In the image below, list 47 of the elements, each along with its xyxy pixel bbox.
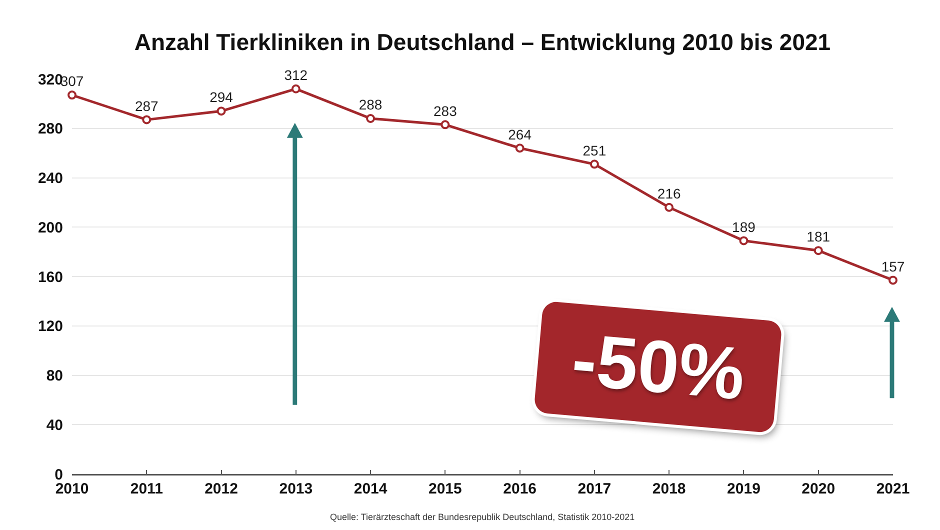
point [440,120,450,130]
x-tick-label: 2010 [55,480,89,498]
x-tick-label: 2019 [727,480,760,498]
data-label: 283 [434,102,458,119]
point [888,276,898,285]
point [739,236,748,246]
point [814,246,823,256]
x-tick-label: 2018 [652,480,686,498]
y-tick-label: 120 [38,318,63,336]
y-tick-label: 240 [38,170,63,187]
y-tick-label: 320 [38,71,63,88]
data-label: 157 [881,258,905,274]
y-tick-label: 200 [38,219,63,236]
point [590,160,599,169]
data-label: 294 [210,89,234,106]
x-tick-label: 2012 [204,480,238,498]
data-label: 181 [806,228,830,245]
point [664,202,674,212]
source-note: Quelle: Tierärzteschaft der Bundesrepublik Deutschland, Statistik 2010-2021 [330,512,635,522]
point [142,115,152,124]
y-tick-label: 40 [46,416,63,434]
y-tick-label: 0 [54,466,63,484]
x-tick-label: 2021 [876,480,910,498]
data-label: 189 [732,218,756,235]
data-label: 251 [582,142,606,158]
x-tick-label: 2017 [578,480,612,498]
data-label: 312 [284,67,308,84]
data-label: 287 [134,98,159,114]
x-tick-label: 2020 [802,480,836,498]
chart-title: Anzahl Tierkliniken in Deutschland – Entwicklung 2010 bis 2021 [134,29,831,56]
point [291,84,300,94]
data-label: 216 [657,186,681,202]
y-tick-label: 80 [46,368,63,384]
x-tick-label: 2015 [428,480,462,498]
y-tick-label: 280 [38,120,63,138]
x-tick-label: 2014 [354,480,388,498]
point [68,90,76,100]
point [216,106,226,116]
point [366,114,376,123]
x-tick-label: 2013 [279,480,313,498]
x-tick-label: 2011 [130,480,163,498]
data-label: 288 [358,96,382,113]
x-tick-label: 2016 [503,480,537,498]
point [515,144,524,153]
y-tick-label: 160 [38,268,63,286]
annotation: -50% [568,318,748,416]
data-label: 264 [508,126,532,142]
